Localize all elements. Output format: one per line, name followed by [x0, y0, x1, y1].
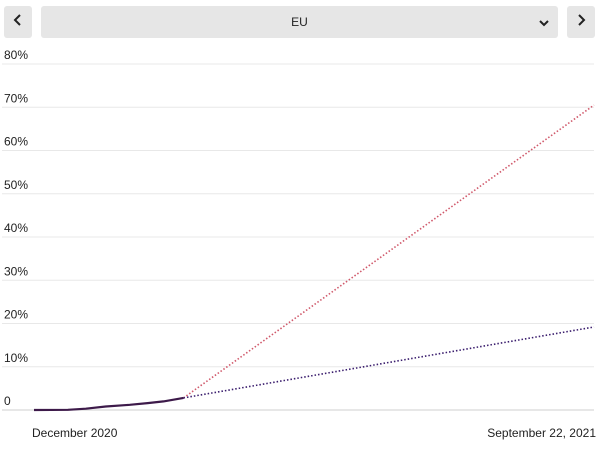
y-tick-label: 20% — [4, 308, 28, 322]
region-select-value: EU — [291, 15, 308, 29]
next-region-button[interactable] — [567, 6, 595, 38]
y-tick-label: 50% — [4, 178, 28, 192]
y-tick-label: 40% — [4, 221, 28, 235]
x-tick-label-start: December 2020 — [32, 426, 118, 440]
series-line-dotted — [183, 104, 595, 399]
region-select[interactable]: EU — [41, 6, 558, 38]
chevron-left-icon — [13, 13, 23, 31]
region-toolbar: EU — [0, 0, 604, 44]
y-tick-label: 70% — [4, 91, 28, 105]
series-line-solid — [33, 396, 184, 412]
y-tick-label: 10% — [4, 351, 28, 365]
x-tick-label-end: September 22, 2021 — [487, 426, 596, 440]
y-tick-label: 60% — [4, 135, 28, 149]
series-line-dotted — [183, 326, 595, 399]
chevron-down-icon — [538, 16, 550, 28]
y-tick-label: 0 — [4, 394, 11, 408]
previous-region-button[interactable] — [4, 6, 32, 38]
vaccination-line-chart: 0 10% 20% 30% 40% 50% 60% 70% 80% December 2020 Se… — [2, 48, 596, 440]
y-tick-label: 30% — [4, 264, 28, 278]
y-tick-label: 80% — [4, 48, 28, 62]
chevron-right-icon — [576, 13, 586, 31]
